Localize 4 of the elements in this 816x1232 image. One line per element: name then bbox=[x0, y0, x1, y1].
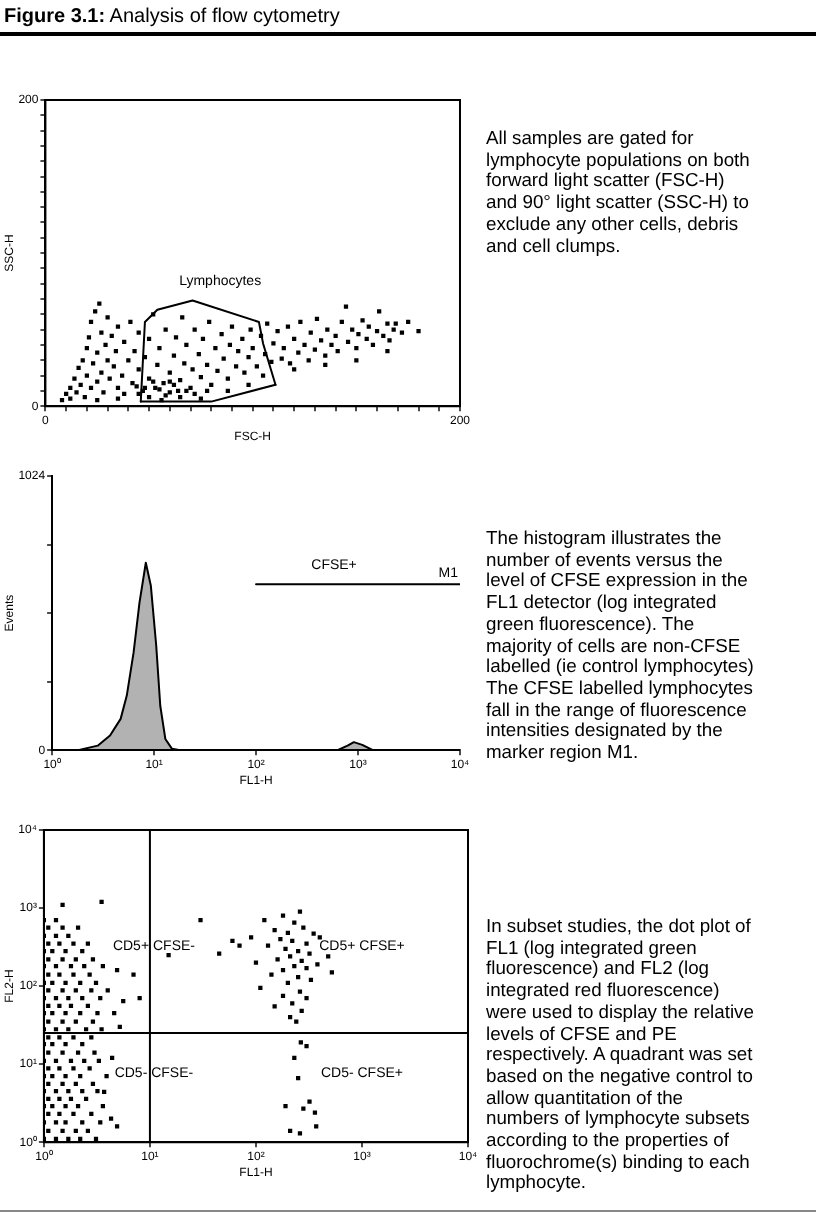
text: The histogram illustrates the number of events versus the level of CFSE expression in the FL1 detector (log integrated green fluorescence). The majority of cells are non-CFSE labelled (ie control lymphocytes) The CFSE labelled lymphocytes fall in the range of fluorescence intensities designated by the marker region M1. bbox=[486, 526, 754, 763]
text: All samples are gated for lymphocyte populations on both forward light scatter (FSC-H) and 90° light scatter (SSC-H) to exclude any other cells, debris and cell clumps. bbox=[486, 126, 752, 257]
chart-title: Figure 3.1: Analysis of flow cytometry bbox=[4, 6, 340, 28]
text: In subset studies, the dot plot of FL1 (log integrated green fluorescence) and FL2 (log integrated red fluorescence) were used to display the relative levels of CFSE and PE respectively. A quadrant was set based on the negative control to allow quantitation of the numbers of lymphocyte subsets according to the properties of fluorochrome(s) binding to each lymphocyte. bbox=[486, 914, 754, 1193]
